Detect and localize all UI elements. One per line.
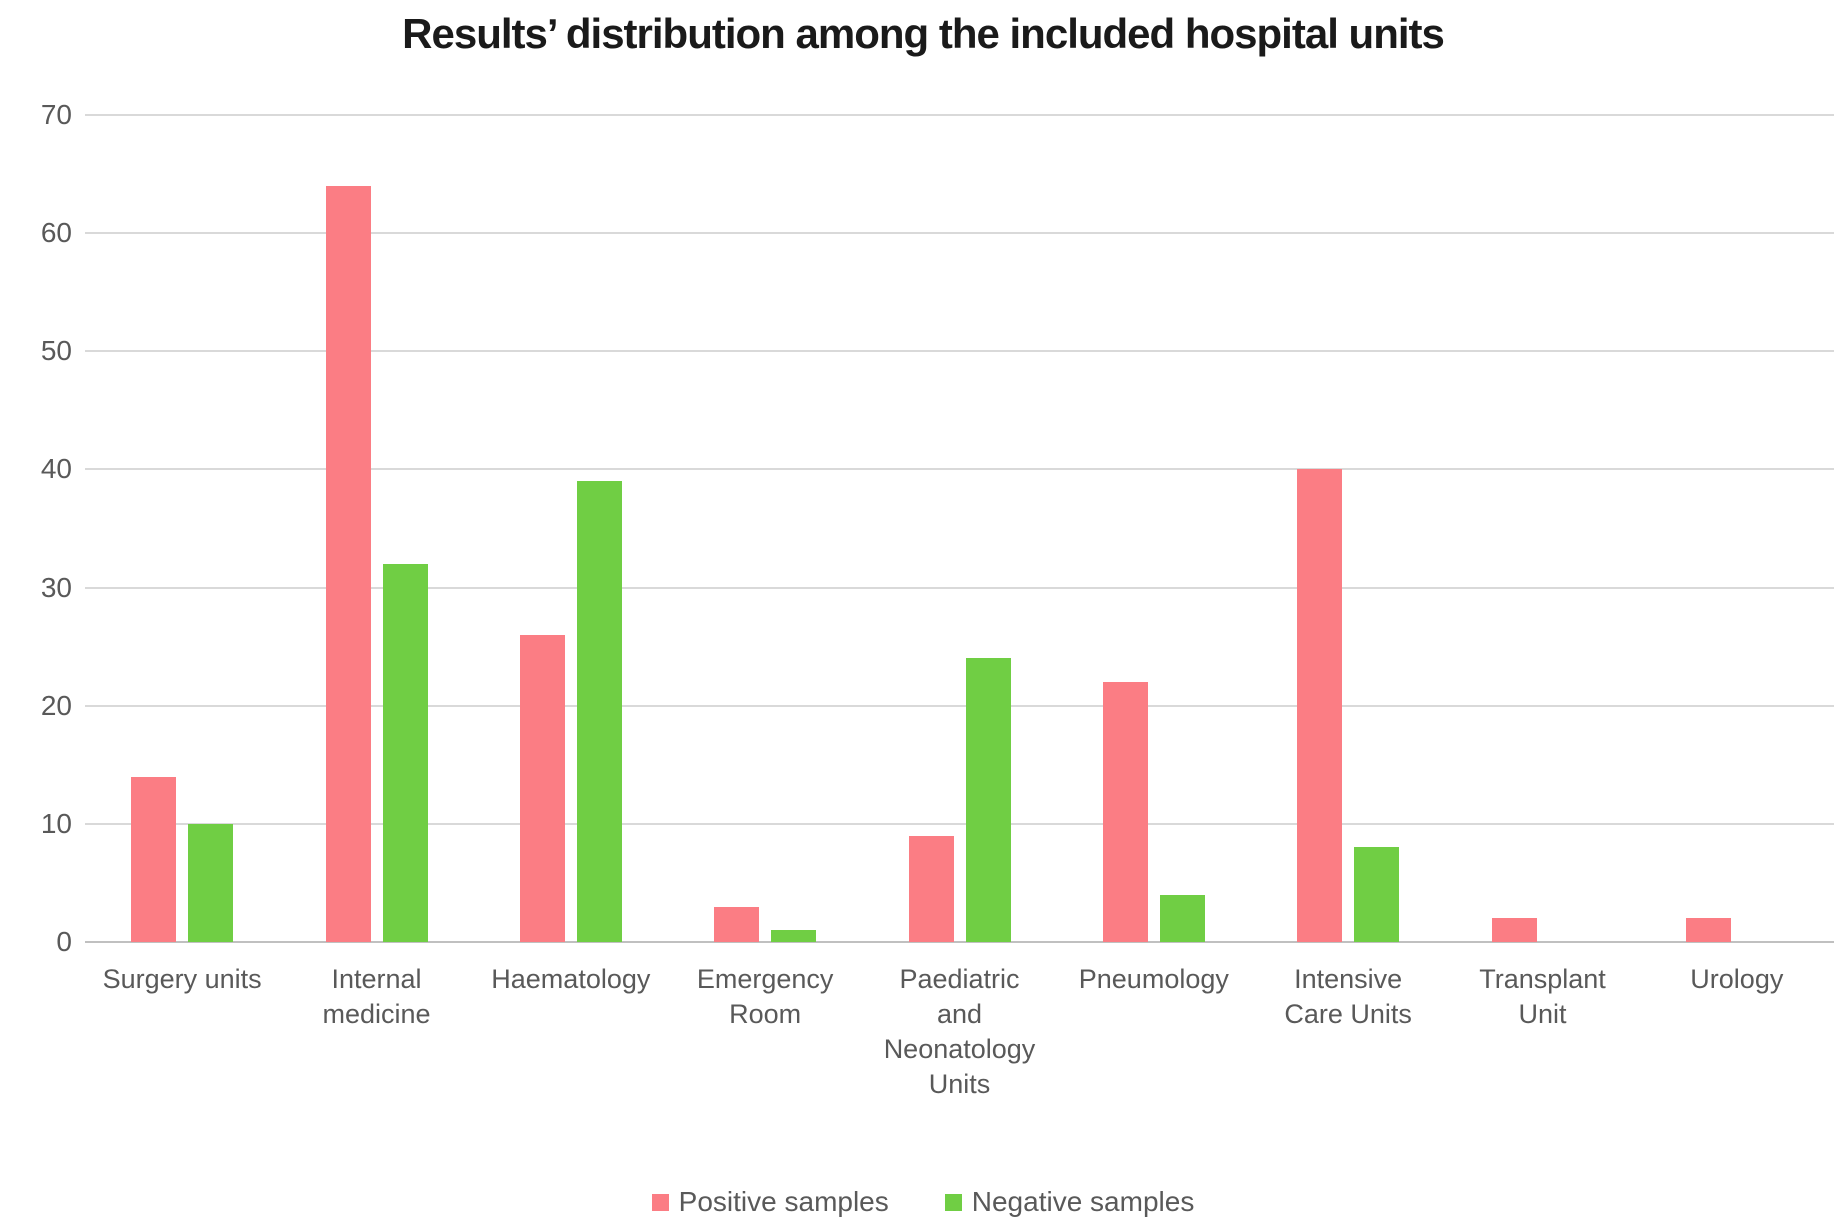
y-tick-label-0: 0 [56,926,72,957]
bar-positive-intensive-care-units [1297,469,1343,942]
positive-samples-swatch-icon [651,1193,669,1211]
y-tick-label-30: 30 [40,571,72,603]
chart-title: Results’ distribution among the included… [402,10,1445,57]
x-axis-label-pneumology: Pneumology [1078,964,1229,994]
bar-positive-pneumology [1102,682,1148,942]
bar-positive-haematology [519,634,565,942]
x-axis-label-internal-medicine: Internal medicine [322,964,431,1029]
bar-positive-urology [1685,918,1731,942]
bar-negative-haematology [576,481,622,942]
gridline-y-70 [85,114,1834,116]
bar-positive-internal-medicine [325,185,371,942]
bar-positive-paediatric-and-neonatology-units [908,835,954,942]
y-tick-label-70: 70 [40,99,72,130]
y-tick-label-20: 20 [40,689,72,721]
gridline-y-50 [85,350,1834,353]
x-axis-label-emergency-room: Emergency Room [696,964,834,1029]
bar-positive-transplant-unit [1491,918,1537,942]
bar-negative-intensive-care-units [1354,847,1400,942]
x-axis-baseline [85,941,1834,943]
bar-negative-pneumology [1159,894,1205,942]
legend-label-positive: Positive samples [678,1186,889,1217]
legend-item-positive: Positive samples [651,1186,889,1218]
bar-negative-paediatric-and-neonatology-units [965,658,1011,942]
y-tick-label-10: 10 [40,807,72,839]
legend-label-negative: Negative samples [971,1186,1195,1217]
gridline-y-10 [85,822,1834,825]
gridline-y-40 [85,468,1834,471]
x-axis-label-haematology: Haematology [491,964,651,994]
y-tick-label-60: 60 [40,217,72,249]
x-axis-label-intensive-care-units: Intensive Care Units [1284,964,1412,1029]
legend-item-negative: Negative samples [944,1186,1195,1218]
bar-negative-surgery-units [188,823,234,942]
bar-negative-emergency-room [771,930,817,942]
y-tick-label-50: 50 [40,335,72,367]
gridline-y-60 [85,232,1834,235]
gridline-y-30 [85,586,1834,589]
chart-legend: Positive samples Negative samples [0,1186,1846,1218]
x-axis-label-paediatric-and-neonatology-units: Paediatric and Neonatology Units [883,964,1036,1099]
bar-negative-internal-medicine [382,563,428,942]
y-tick-label-40: 40 [40,453,72,485]
x-axis-label-urology: Urology [1690,964,1784,994]
negative-samples-swatch-icon [944,1193,962,1211]
bar-positive-surgery-units [131,776,177,942]
gridline-y-20 [85,704,1834,707]
bar-positive-emergency-room [714,906,760,942]
x-axis-label-transplant-unit: Transplant Unit [1479,964,1606,1029]
x-axis-label-surgery-units: Surgery units [102,964,262,994]
